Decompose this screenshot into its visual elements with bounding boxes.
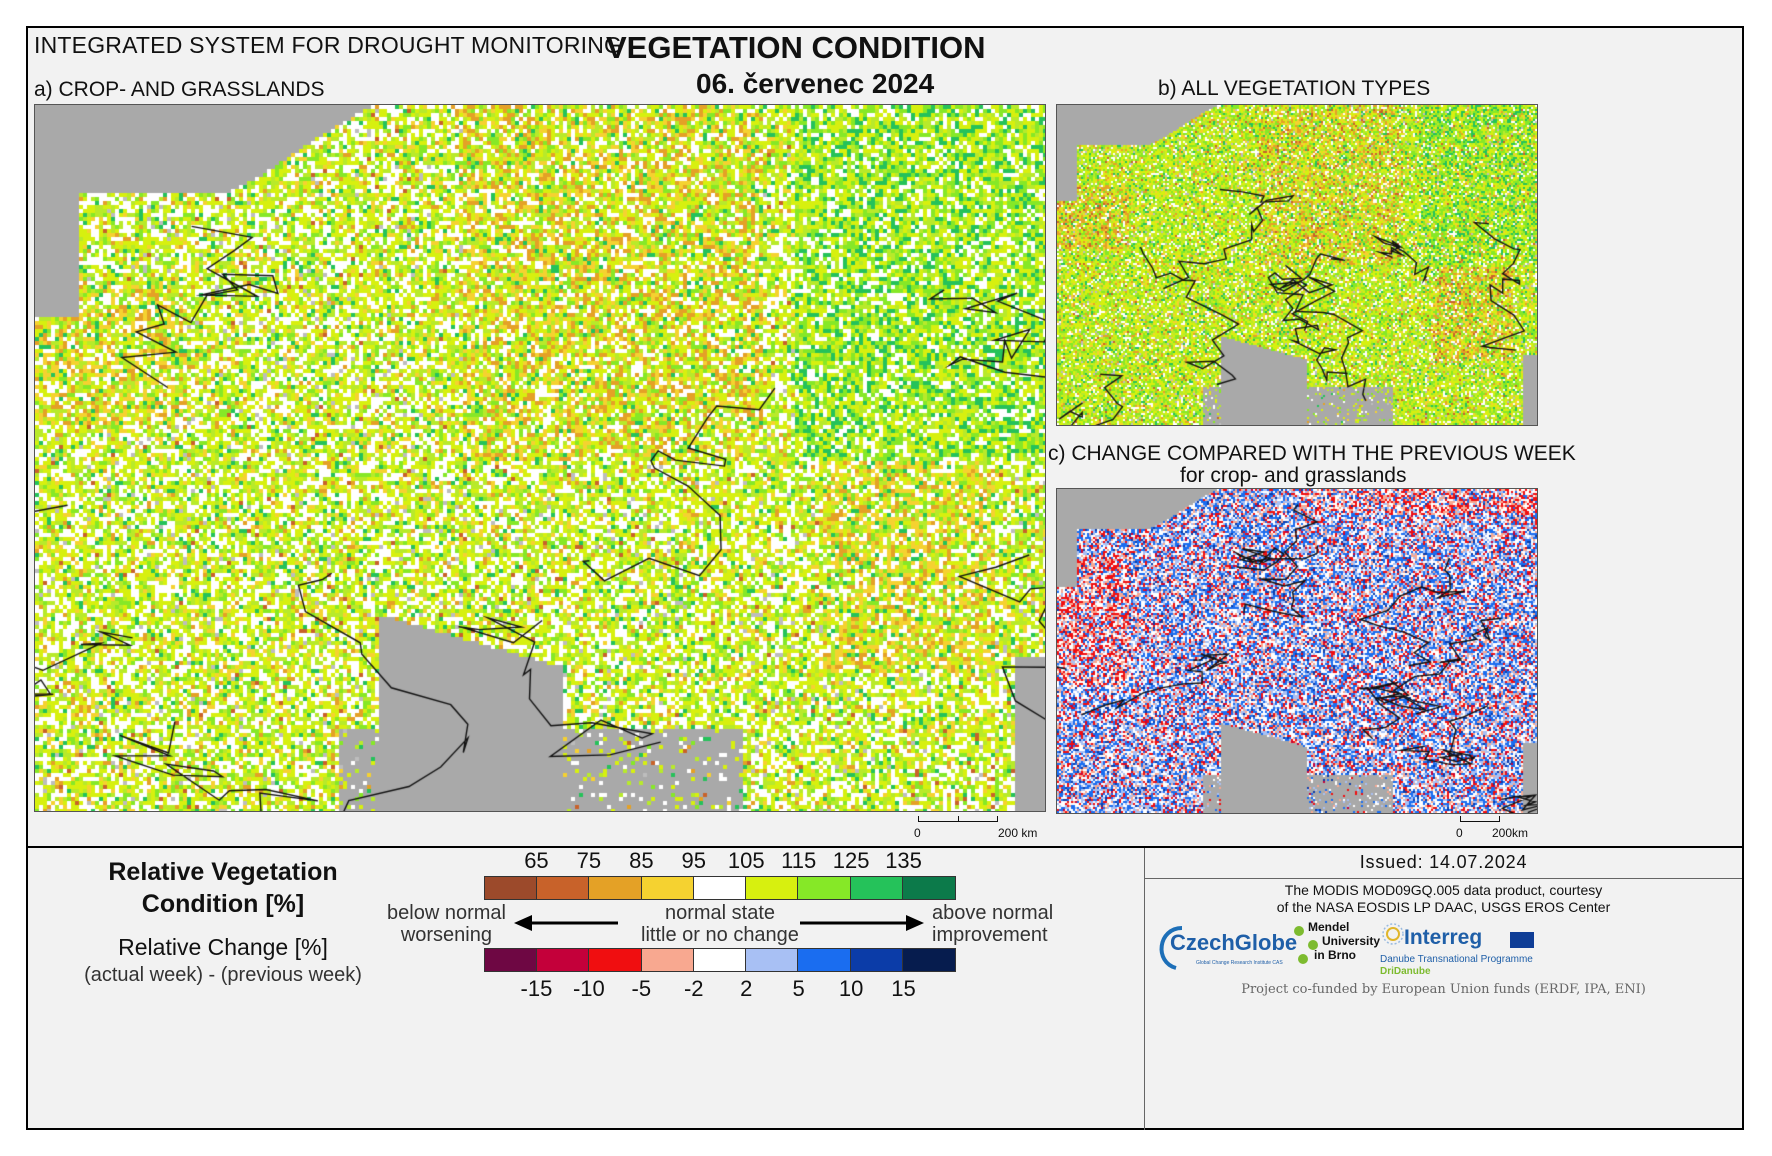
rc-swatch <box>485 949 538 971</box>
rvc-color-scale <box>484 876 956 900</box>
czechglobe-logo: CzechGlobe Global Change Research Instit… <box>1152 920 1312 976</box>
legend-right-1: above normal <box>932 902 1054 924</box>
dridanube-name: DriDanube <box>1380 966 1431 977</box>
issued-rule <box>1145 878 1742 879</box>
rvc-tick-label: 85 <box>629 848 654 873</box>
czechglobe-sub: Global Change Research Institute CAS <box>1196 960 1283 966</box>
funding-note: Project co-funded by European Union fund… <box>1241 982 1646 997</box>
rc-title: Relative Change [%] <box>118 934 328 960</box>
mendel-line-3: in Brno <box>1314 948 1356 962</box>
rvc-swatch <box>902 877 955 899</box>
rc-tick-label: 15 <box>891 976 916 1001</box>
rc-tick-label: -15 <box>520 976 553 1001</box>
scale-a-zero: 0 <box>914 826 921 840</box>
czechglobe-swoosh-icon <box>1159 926 1183 970</box>
change-raster <box>1057 489 1537 813</box>
rvc-tick-label: 125 <box>832 848 870 873</box>
issued-divider <box>1144 848 1145 1130</box>
legend-left-1: below normal <box>387 902 506 924</box>
interreg-sun-icon <box>1382 923 1404 945</box>
system-title: INTEGRATED SYSTEM FOR DROUGHT MONITORING <box>34 32 623 58</box>
rvc-swatch <box>485 877 538 899</box>
rvc-swatch <box>537 877 590 899</box>
panel-a-label: a) CROP- AND GRASSLANDS <box>34 78 325 101</box>
mendel-logo: Mendel University in Brno <box>1294 920 1394 976</box>
weekly-change-map <box>1056 488 1538 814</box>
panel-c-label: c) CHANGE COMPARED WITH THE PREVIOUS WEE… <box>1048 442 1576 465</box>
mendel-line-2: University <box>1322 934 1381 948</box>
scale-c-zero: 0 <box>1456 826 1463 840</box>
rvc-tick-label: 105 <box>727 848 765 873</box>
legend-left-2: worsening <box>400 924 492 946</box>
rc-swatch <box>746 949 799 971</box>
rvc-swatch <box>850 877 903 899</box>
interreg-sub: Danube Transnational Programme <box>1380 954 1533 965</box>
legend-mid-1: normal state <box>664 902 776 924</box>
rvc-swatch <box>589 877 642 899</box>
rc-swatch <box>537 949 590 971</box>
rvc-tick-label: 115 <box>781 848 817 873</box>
rc-subtitle: (actual week) - (previous week) <box>84 964 362 986</box>
rvc-title-1: Relative Vegetation <box>108 858 338 886</box>
legend-right-2: improvement <box>932 924 1048 946</box>
legend-arrows <box>514 915 924 931</box>
rc-tick-label: -5 <box>631 976 652 1001</box>
rvc-tick-label: 135 <box>885 848 922 873</box>
rc-swatch <box>850 949 903 971</box>
scale-a-dist: 200 km <box>998 826 1038 840</box>
credit-line-1: The MODIS MOD09GQ.005 data product, cour… <box>1284 882 1603 898</box>
eu-flag-icon <box>1510 932 1534 948</box>
vegetation-raster <box>35 105 1045 811</box>
rvc-tick-label: 95 <box>681 848 706 873</box>
map-date: 06. červenec 2024 <box>696 68 935 99</box>
rvc-swatch <box>746 877 799 899</box>
rc-tick-label: 2 <box>740 976 753 1001</box>
rc-swatch <box>641 949 694 971</box>
mendel-line-1: Mendel <box>1308 920 1350 934</box>
mendel-dot-icon <box>1294 926 1304 936</box>
scale-bar-a: 0 200 km <box>914 816 1054 840</box>
interreg-logo: Interreg Danube Transnational Programme … <box>1380 920 1540 980</box>
right-arrow-icon <box>800 915 924 931</box>
map-sheet: INTEGRATED SYSTEM FOR DROUGHT MONITORING… <box>26 26 1744 1130</box>
rvc-tick-label: 75 <box>576 848 602 873</box>
rc-swatch <box>798 949 851 971</box>
rc-swatch <box>589 949 642 971</box>
rvc-swatch <box>641 877 694 899</box>
rc-swatch <box>902 949 955 971</box>
rvc-swatch <box>693 877 747 899</box>
rc-tick-label: 10 <box>838 976 864 1001</box>
rc-tick-label: 5 <box>792 976 805 1001</box>
rc-color-scale <box>484 948 956 972</box>
panel-c-sublabel: for crop- and grasslands <box>1180 464 1407 487</box>
main-title: VEGETATION CONDITION <box>606 30 986 65</box>
legend-divider <box>28 846 1742 848</box>
scale-c-dist: 200km <box>1492 826 1529 840</box>
rvc-tick-label: 65 <box>524 848 549 873</box>
panel-b-label: b) ALL VEGETATION TYPES <box>1158 77 1431 100</box>
legend-mid-2: little or no change <box>641 924 799 946</box>
rvc-title-2: Condition [%] <box>141 890 305 918</box>
all-vegetation-map <box>1056 104 1538 426</box>
interreg-name: Interreg <box>1404 926 1483 949</box>
mendel-dot-icon <box>1308 940 1318 950</box>
rc-tick-label: -10 <box>572 976 605 1001</box>
mendel-dot-icon <box>1298 954 1308 964</box>
scale-bar-c: 0 200km <box>1454 816 1540 840</box>
rc-tick-label: -2 <box>683 976 704 1001</box>
rc-swatch <box>693 949 747 971</box>
rvc-swatch <box>798 877 851 899</box>
credit-line-2: of the NASA EOSDIS LP DAAC, USGS EROS Ce… <box>1276 899 1611 915</box>
czechglobe-name: CzechGlobe <box>1170 930 1298 955</box>
left-arrow-icon <box>514 915 618 931</box>
crop-grassland-map <box>34 104 1046 812</box>
vegetation-raster-all <box>1057 105 1537 425</box>
issued-date: Issued: 14.07.2024 <box>1359 852 1528 872</box>
